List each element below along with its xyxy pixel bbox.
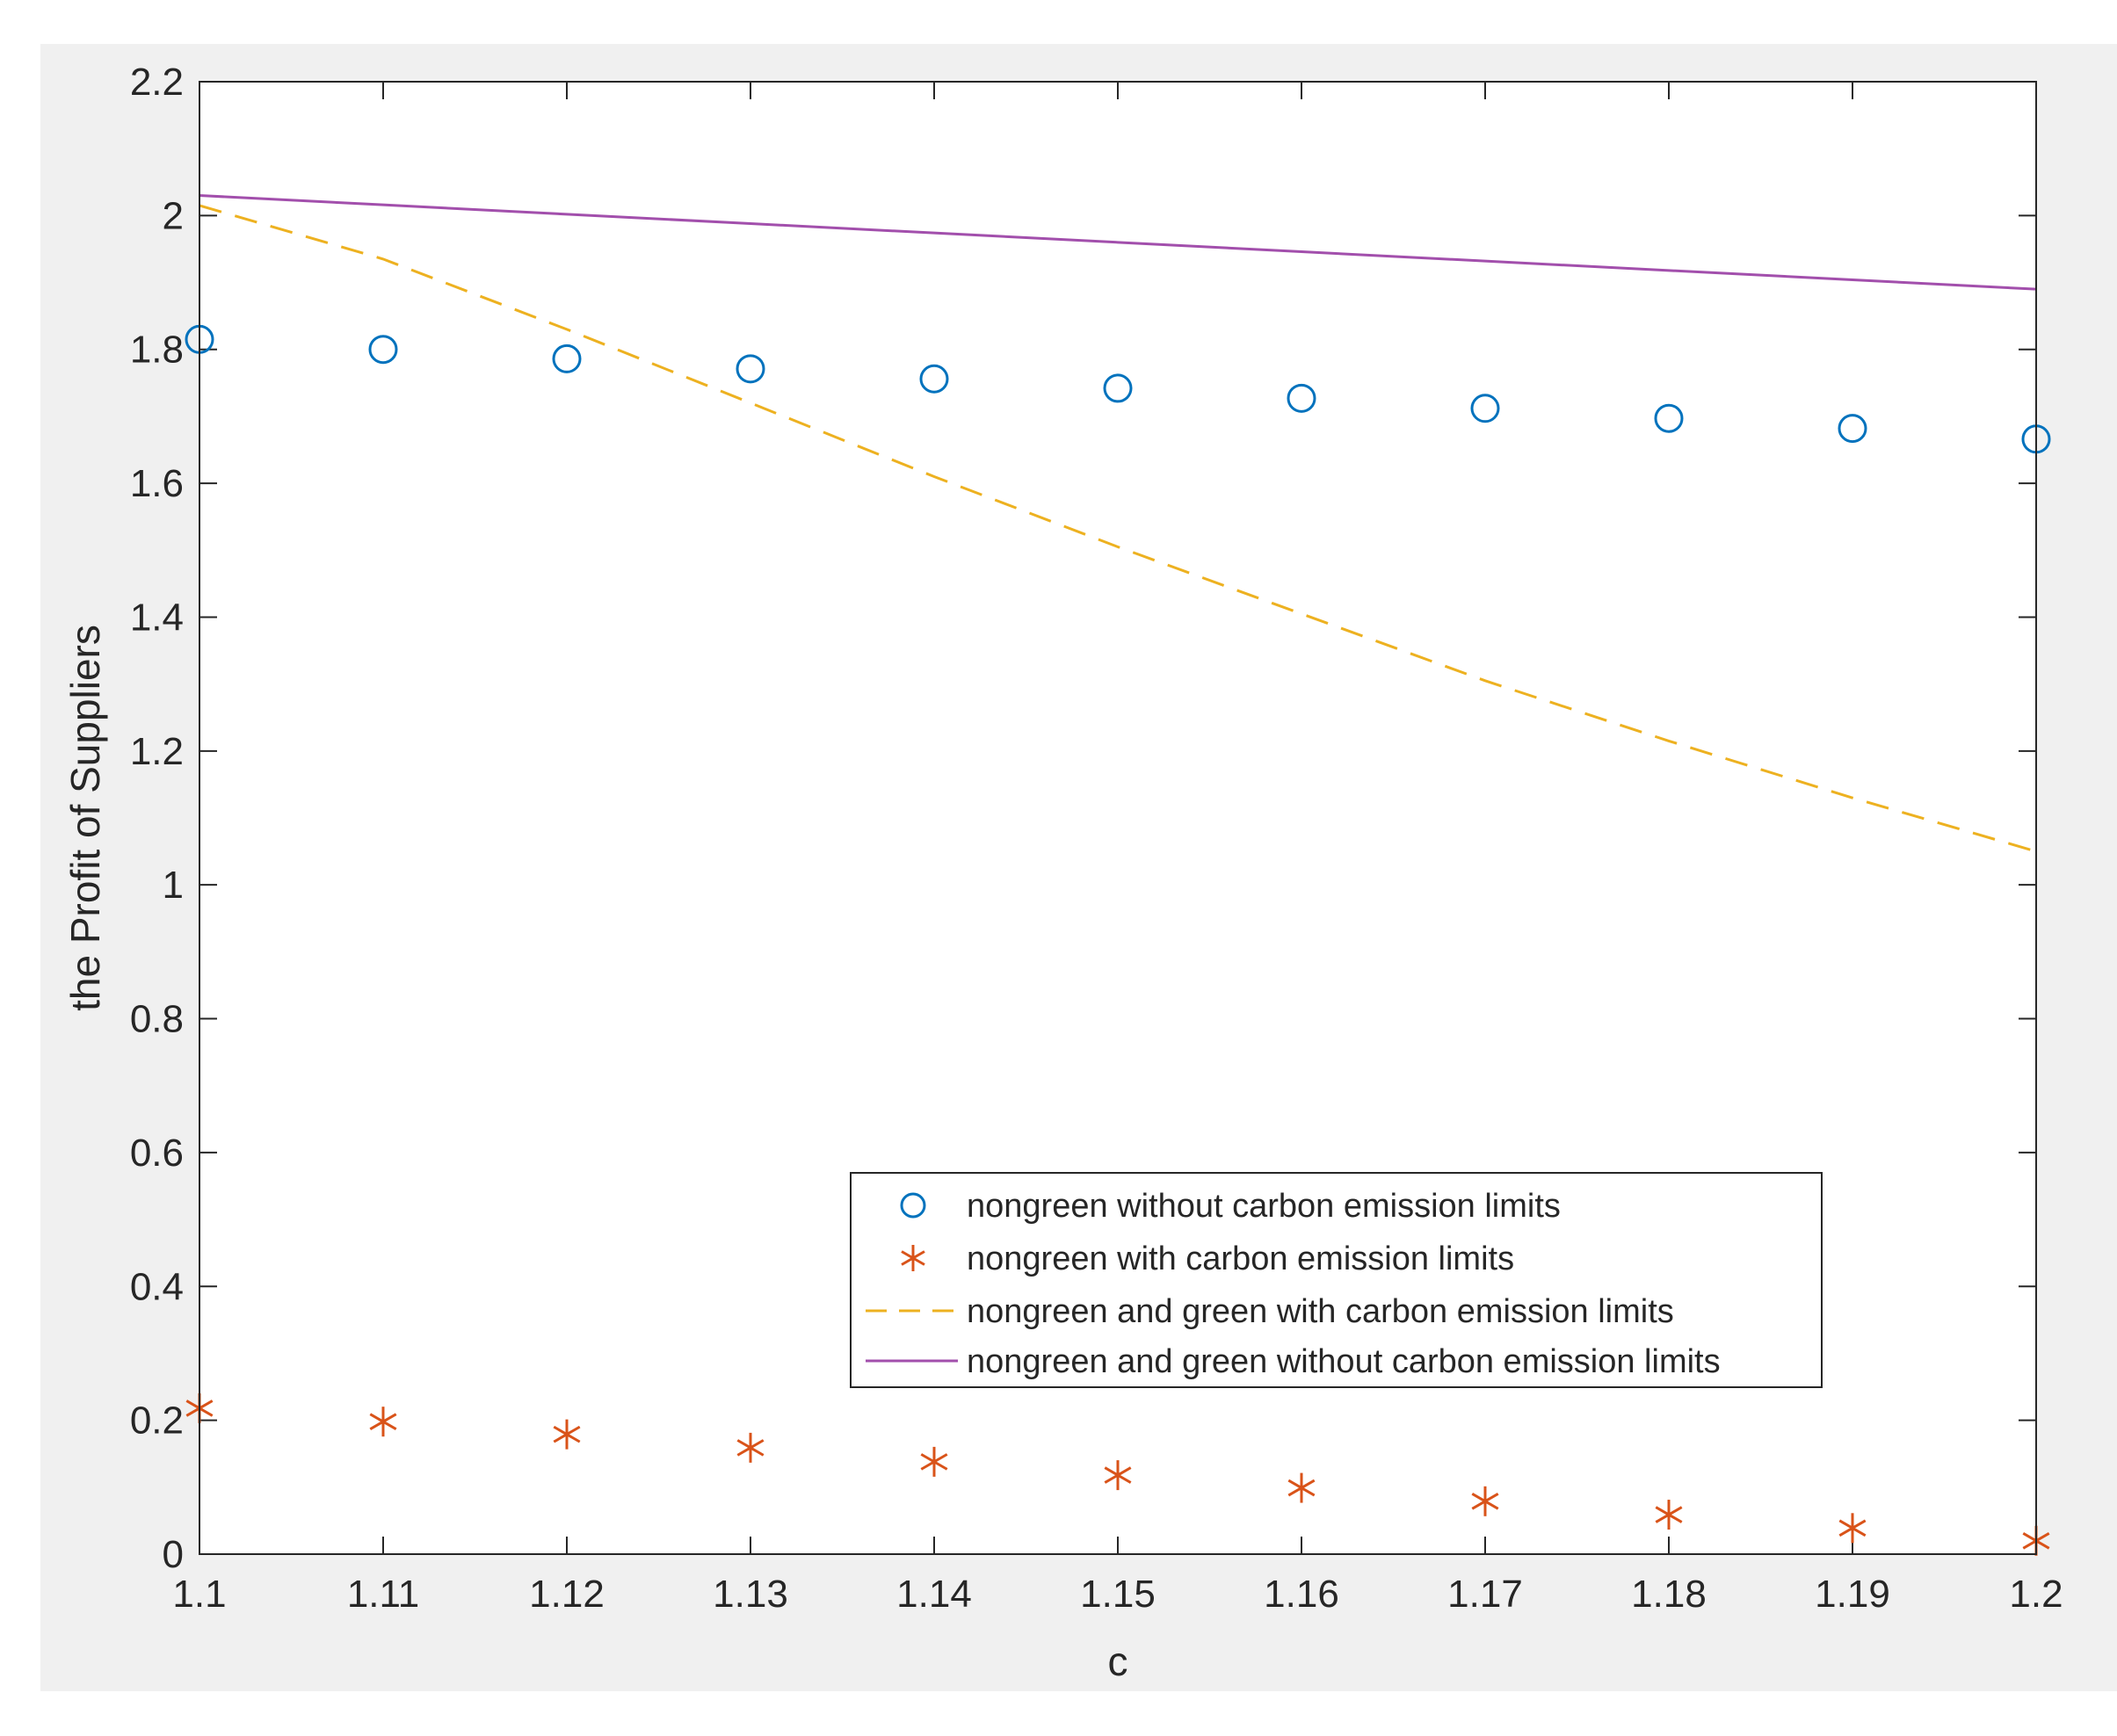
y-tick-label: 0.2	[130, 1400, 184, 1443]
asterisk-marker	[1104, 1460, 1132, 1491]
asterisk-stroke	[736, 1439, 765, 1457]
x-axis-label: c	[1108, 1638, 1128, 1684]
asterisk-marker	[736, 1432, 765, 1463]
y-tick-label: 1.6	[130, 462, 184, 505]
legend: nongreen without carbon emission limits n…	[850, 1172, 1823, 1388]
x-tick-label: 1.18	[1631, 1573, 1707, 1616]
legend-entry: nongreen with carbon emission limits	[901, 1241, 1514, 1277]
asterisk-marker	[1287, 1472, 1316, 1503]
legend-label: nongreen with carbon emission limits	[967, 1241, 1514, 1277]
y-tick-label: 1.8	[130, 329, 184, 372]
asterisk-stroke	[1471, 1493, 1499, 1510]
circle-marker	[1287, 383, 1316, 413]
circle-marker	[552, 344, 582, 373]
y-axis-label: the Profit of Suppliers	[62, 625, 108, 1011]
x-tick-label: 1.19	[1815, 1573, 1890, 1616]
x-tick-label: 1.17	[1447, 1573, 1523, 1616]
circle-marker	[1103, 373, 1133, 403]
asterisk-marker	[1471, 1486, 1499, 1516]
y-tick-label: 0.6	[130, 1132, 184, 1175]
series-layer	[185, 194, 2051, 1556]
asterisk-marker	[920, 1446, 948, 1477]
y-tick-label: 0.8	[130, 998, 184, 1041]
circle-marker	[919, 364, 949, 394]
asterisk-stroke	[1287, 1479, 1316, 1497]
legend-label: nongreen without carbon emission limits	[967, 1188, 1561, 1225]
y-tick-label: 1	[163, 864, 184, 907]
y-tick-label: 1.4	[130, 596, 184, 639]
y-tick-label: 2.2	[130, 61, 184, 104]
asterisk-marker	[369, 1407, 397, 1437]
circle-marker	[1470, 394, 1500, 423]
series-circles	[185, 324, 2051, 454]
asterisk-marker	[553, 1419, 581, 1450]
legend-entry: nongreen without carbon emission limits	[900, 1188, 1561, 1225]
axes-box	[199, 81, 2037, 1555]
y-tick-label: 2	[163, 194, 184, 237]
series-solid-line	[199, 194, 2037, 291]
legend-box	[850, 1172, 1823, 1388]
legend-circle-marker	[900, 1192, 926, 1219]
x-tick-label: 1.15	[1080, 1573, 1156, 1616]
x-tick-label: 1.11	[347, 1573, 419, 1616]
circle-marker	[1654, 403, 1684, 433]
circle-marker	[368, 335, 398, 365]
y-tick-label: 0.4	[130, 1265, 184, 1308]
asterisk-marker	[1838, 1513, 1867, 1544]
circle-marker	[736, 354, 765, 384]
asterisk-stroke	[1838, 1519, 1867, 1537]
asterisk-stroke	[920, 1453, 948, 1471]
series-dashed-line	[199, 204, 2037, 853]
asterisk-stroke	[1655, 1506, 1683, 1523]
x-tick-label: 1.2	[2009, 1573, 2063, 1616]
asterisk-stroke	[901, 1250, 925, 1266]
asterisk-stroke	[553, 1425, 581, 1443]
legend-entry: nongreen and green with carbon emission …	[866, 1293, 1674, 1330]
legend-label: nongreen and green with carbon emission …	[967, 1293, 1674, 1330]
x-tick-label: 1.13	[713, 1573, 788, 1616]
x-tick-label: 1.16	[1264, 1573, 1339, 1616]
y-tick-label: 0	[163, 1533, 184, 1576]
asterisk-marker	[1655, 1500, 1683, 1530]
circle-marker	[1838, 414, 1867, 444]
legend-entry: nongreen and green without carbon emissi…	[866, 1343, 1721, 1380]
legend-asterisk-marker	[901, 1245, 925, 1271]
x-tick-label: 1.1	[172, 1573, 226, 1616]
y-tick-label: 1.2	[130, 730, 184, 773]
tick-labels: 1.1 1.11 1.12 1.13 1.14 1.15 1.16 1.17 1.18 1.19 1…	[130, 61, 2063, 1616]
asterisk-stroke	[369, 1413, 397, 1430]
x-tick-label: 1.14	[896, 1573, 972, 1616]
asterisk-stroke	[1104, 1466, 1132, 1484]
x-tick-label: 1.12	[529, 1573, 605, 1616]
legend-label: nongreen and green without carbon emissi…	[967, 1343, 1721, 1380]
